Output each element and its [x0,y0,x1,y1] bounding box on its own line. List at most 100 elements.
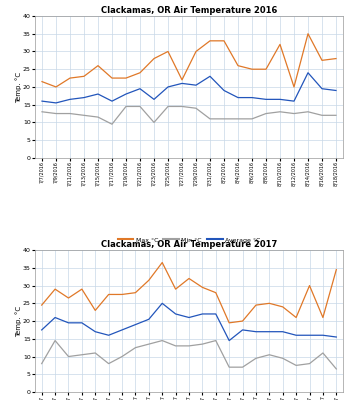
Average °C [236,95,240,100]
Max °C [240,319,245,324]
Max °C [250,67,254,72]
Max °C [254,303,258,308]
Min °C [174,344,178,348]
Max °C [194,49,198,54]
Average °C [281,329,285,334]
Max °C [281,304,285,309]
Average °C [80,320,84,325]
Max °C [40,79,44,84]
Min °C [222,116,226,121]
Max °C [68,76,72,80]
Min °C [306,109,310,114]
Average °C [96,92,100,96]
Average °C [147,317,151,322]
Min °C [307,361,312,366]
Min °C [93,350,97,355]
Average °C [138,86,142,91]
Line: Average °C: Average °C [42,303,336,340]
Min °C [54,111,58,116]
Min °C [250,116,254,121]
Max °C [267,301,272,306]
Min °C [133,345,138,350]
Average °C [307,333,312,338]
Min °C [264,111,268,116]
Average °C [294,333,298,338]
Max °C [133,290,138,295]
Max °C [120,292,124,297]
Average °C [292,99,296,104]
Min °C [214,338,218,343]
Min °C [66,354,71,359]
Average °C [82,95,86,100]
Min °C [320,113,324,118]
Max °C [264,67,268,72]
Min °C [227,365,231,370]
Max °C [166,49,170,54]
Average °C [133,322,138,327]
Line: Average °C: Average °C [42,73,336,103]
Average °C [180,81,184,86]
Average °C [264,97,268,102]
Min °C [187,344,191,348]
Max °C [292,84,296,89]
Min °C [138,104,142,109]
Average °C [222,88,226,93]
Min °C [267,352,272,357]
Average °C [40,99,44,104]
Average °C [110,99,114,104]
Min °C [200,342,204,346]
Min °C [278,109,282,114]
Line: Min °C: Min °C [42,106,336,124]
Max °C [54,84,58,89]
Min °C [321,350,325,355]
Min °C [160,338,164,343]
Average °C [240,328,245,332]
Max °C [110,76,114,80]
Average °C [54,100,58,105]
Min °C [194,106,198,111]
Min °C [254,356,258,361]
Min °C [68,111,72,116]
Max °C [320,58,324,63]
Min °C [292,111,296,116]
Average °C [93,329,97,334]
Min °C [40,361,44,366]
Average °C [334,335,338,340]
Average °C [68,97,72,102]
Average °C [152,97,156,102]
Min °C [80,352,84,357]
Max °C [96,63,100,68]
Y-axis label: Temp. °C: Temp. °C [15,71,22,102]
Average °C [334,88,338,93]
Max °C [138,70,142,75]
Max °C [294,315,298,320]
Max °C [307,283,312,288]
Average °C [120,328,124,332]
Average °C [40,328,44,332]
Average °C [208,74,212,79]
Min °C [124,104,128,109]
Max °C [334,267,338,272]
Max °C [278,42,282,47]
Max °C [174,287,178,292]
Min °C [236,116,240,121]
Max °C [208,38,212,43]
Max °C [152,56,156,61]
Average °C [320,86,324,91]
Average °C [166,84,170,89]
Min °C [96,115,100,120]
Max °C [82,74,86,79]
Line: Max °C: Max °C [42,34,336,87]
Average °C [267,329,272,334]
Average °C [160,301,164,306]
Max °C [334,56,338,61]
Average °C [124,92,128,96]
Average °C [106,333,111,338]
Min °C [40,109,44,114]
Average °C [214,312,218,316]
Min °C [294,363,298,368]
Average °C [66,320,71,325]
Y-axis label: Temp. °C: Temp. °C [15,306,22,337]
Max °C [200,285,204,290]
Average °C [53,315,57,320]
